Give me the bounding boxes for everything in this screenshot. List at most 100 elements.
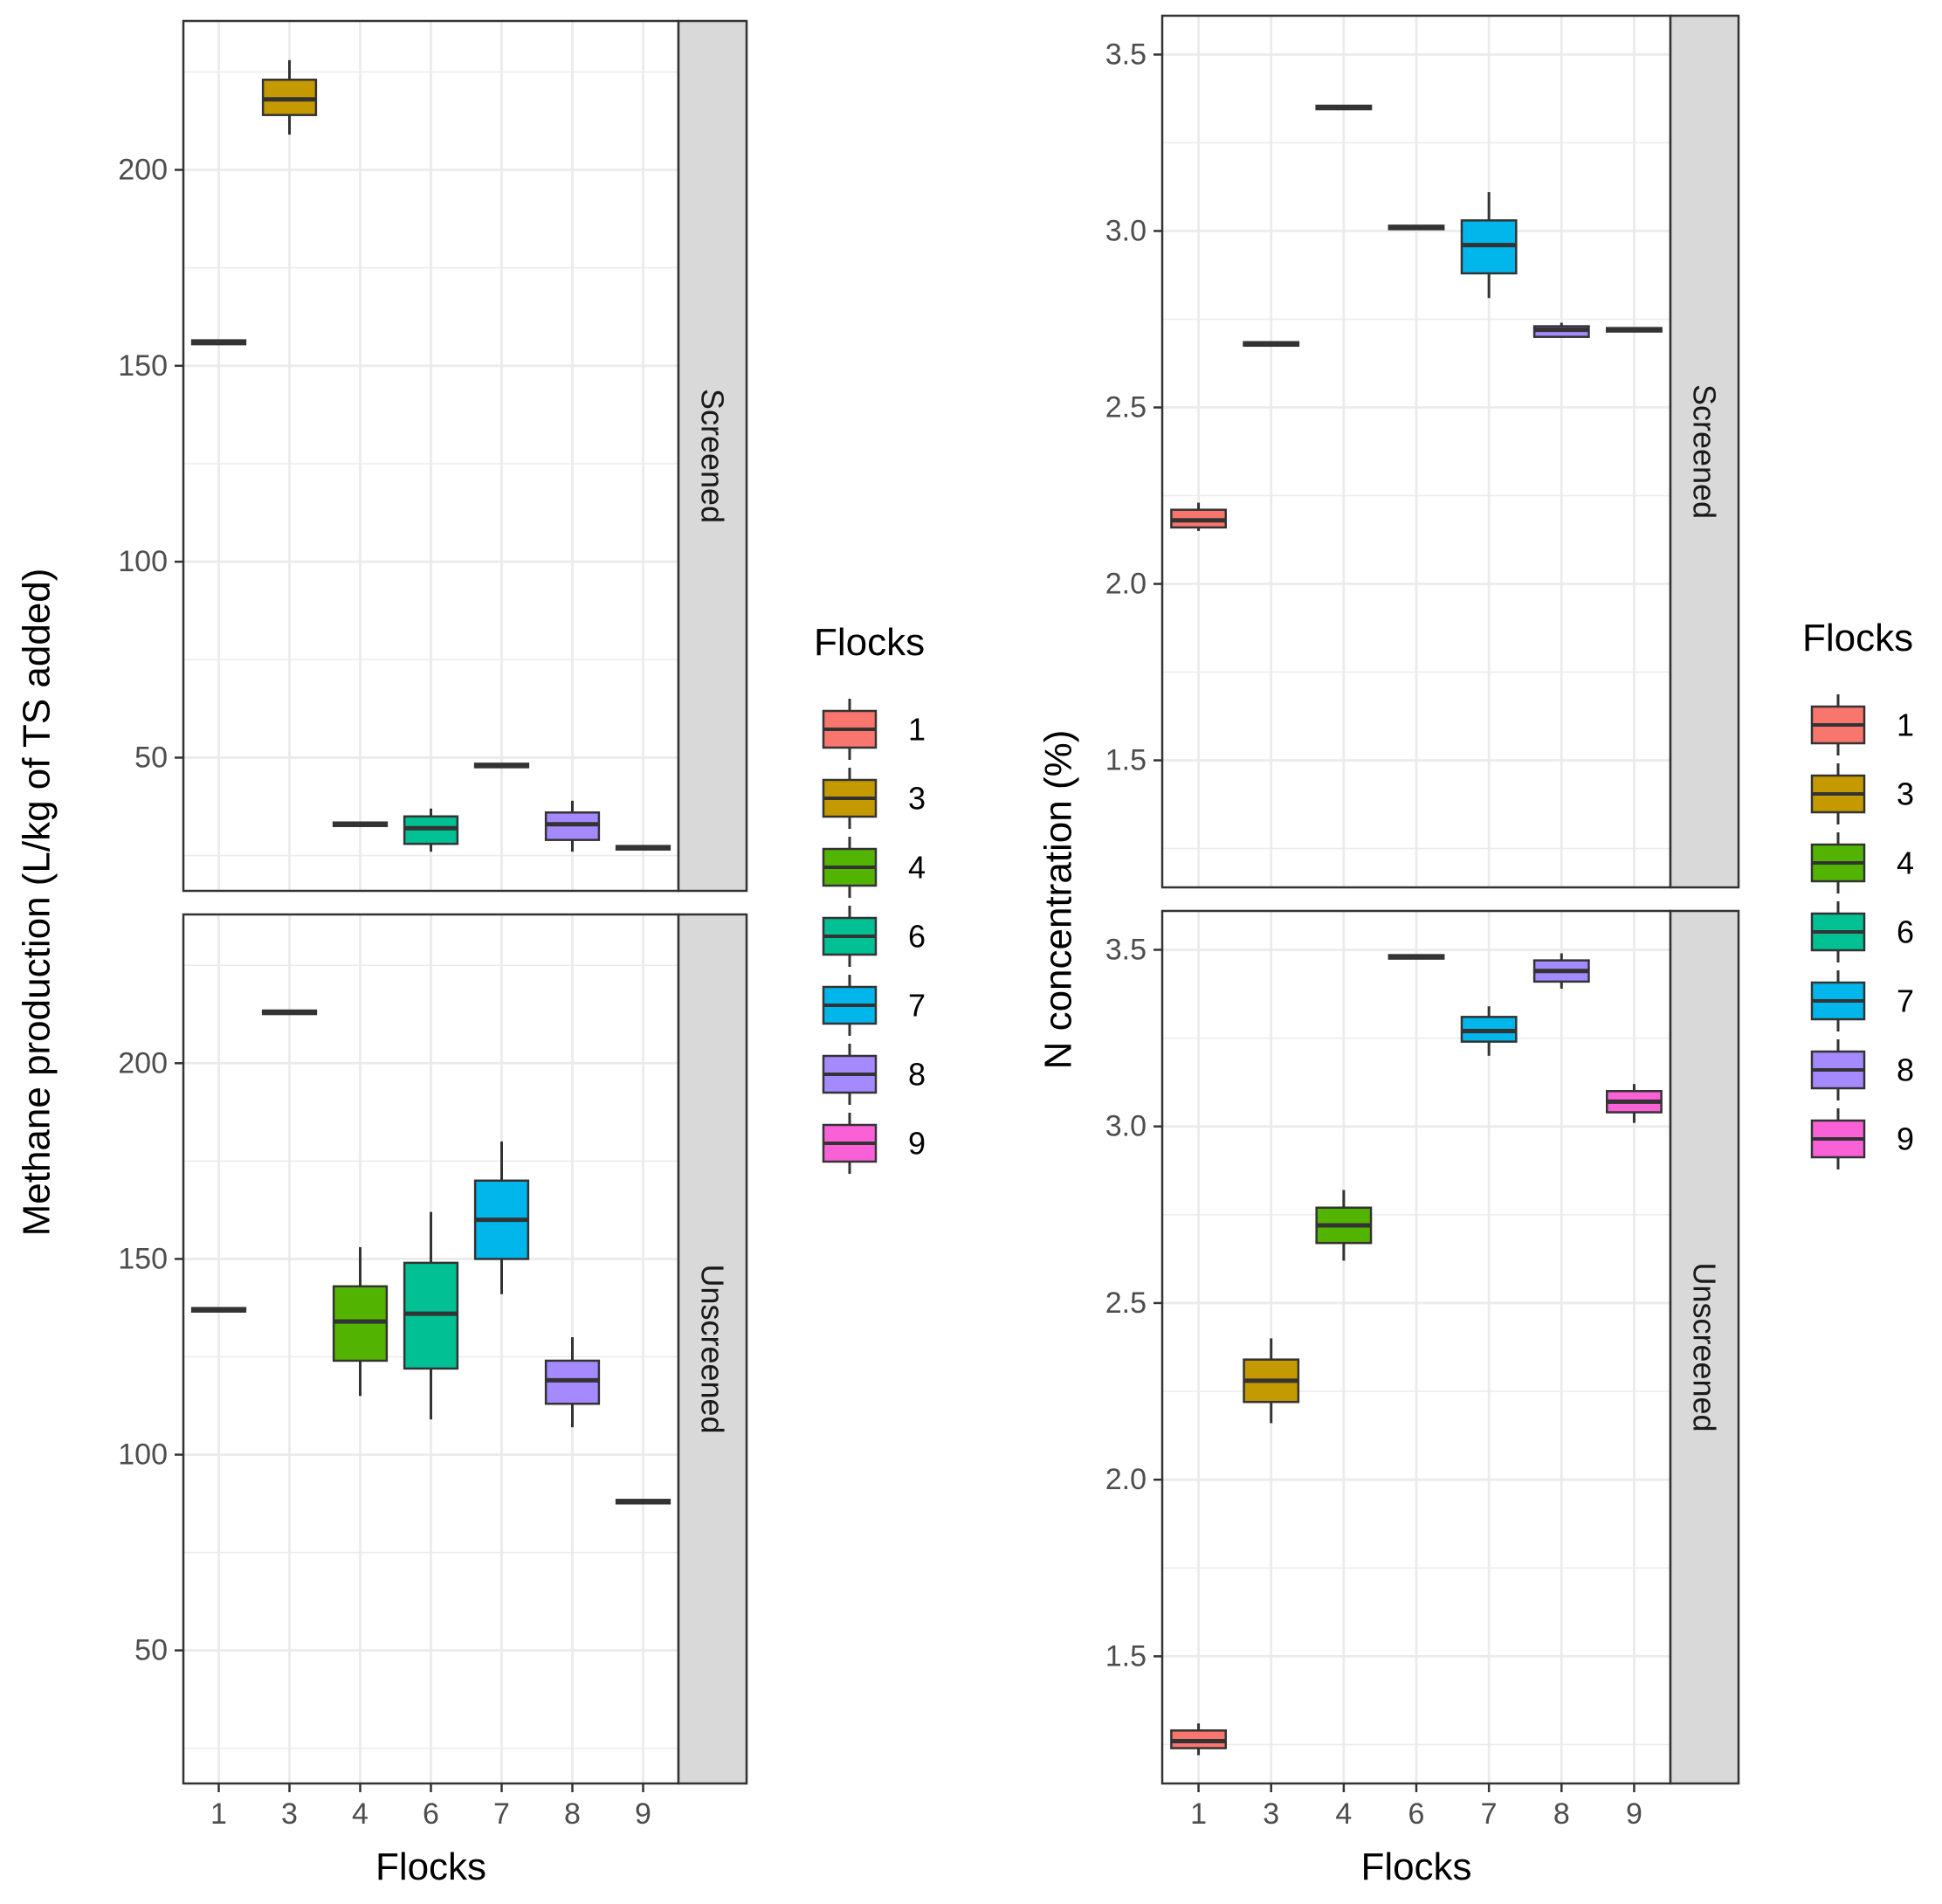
x-tick-label: 8 bbox=[1553, 1797, 1570, 1831]
box-flock-1 bbox=[1170, 502, 1227, 531]
panel-unscreened: Unscreened 50 100 150 200 1 3 4 6 7 8 9 Flocks bbox=[118, 913, 748, 1888]
legend-label: 6 bbox=[908, 919, 926, 955]
y-tick-label: 2.0 bbox=[1105, 1463, 1147, 1496]
x-tick-label: 3 bbox=[281, 1797, 298, 1831]
legend-label: 7 bbox=[1897, 983, 1914, 1019]
box-flock-6 bbox=[403, 1211, 459, 1420]
x-tick-label: 7 bbox=[1481, 1797, 1498, 1831]
box-flock-1 bbox=[190, 1307, 247, 1313]
box-flock-8 bbox=[1532, 322, 1590, 338]
legend-label: 4 bbox=[908, 850, 926, 886]
y-tick-label: 50 bbox=[134, 741, 168, 774]
y-tick-label: 100 bbox=[118, 545, 168, 578]
box-flock-6 bbox=[1388, 224, 1445, 231]
box-flock-9 bbox=[1606, 327, 1663, 333]
legend-key-6: 6 bbox=[1810, 901, 1914, 962]
strip-label: Unscreened bbox=[695, 1264, 731, 1433]
box-flock-9 bbox=[615, 845, 671, 851]
x-tick-label: 6 bbox=[1408, 1797, 1425, 1831]
strip-box bbox=[677, 19, 748, 893]
legend-key-7: 7 bbox=[1810, 970, 1914, 1031]
y-axis-title: N concentration (%) bbox=[1037, 730, 1080, 1070]
x-tick-label: 4 bbox=[1335, 1797, 1352, 1831]
box-flock-8 bbox=[544, 1337, 601, 1428]
legend-label: 3 bbox=[908, 781, 926, 817]
x-axis-title: Flocks bbox=[1360, 1845, 1471, 1888]
x-tick-label: 4 bbox=[352, 1797, 368, 1831]
legend-key-7: 7 bbox=[822, 975, 926, 1036]
y-tick-label: 3.0 bbox=[1105, 214, 1147, 247]
strip-label: Screened bbox=[695, 389, 731, 523]
y-tick-label: 1.5 bbox=[1105, 1639, 1147, 1673]
y-tick-label: 50 bbox=[134, 1634, 168, 1667]
y-tick-label: 2.0 bbox=[1105, 568, 1147, 601]
legend-1: Flocks 1 3 4 6 7 8 9 bbox=[814, 621, 926, 1174]
legend-label: 9 bbox=[908, 1126, 926, 1162]
box-flock-9 bbox=[615, 1499, 671, 1505]
x-tick-label: 7 bbox=[493, 1797, 510, 1831]
y-tick-label: 3.0 bbox=[1105, 1110, 1147, 1143]
legend-label: 4 bbox=[1897, 845, 1914, 881]
y-tick-label: 200 bbox=[118, 153, 168, 186]
box-flock-7 bbox=[473, 762, 530, 769]
legend-label: 1 bbox=[1897, 707, 1914, 743]
legend-key-3: 3 bbox=[822, 768, 926, 829]
box-flock-7 bbox=[1460, 192, 1518, 299]
y-tick-label: 2.5 bbox=[1105, 1287, 1147, 1320]
box-flock-6 bbox=[403, 808, 459, 852]
legend-key-4: 4 bbox=[1810, 832, 1914, 893]
box-flock-3 bbox=[1243, 341, 1300, 348]
y-tick-label: 3.5 bbox=[1105, 38, 1147, 71]
box-flock-3 bbox=[261, 1009, 318, 1016]
x-tick-label: 9 bbox=[1626, 1797, 1642, 1831]
box-flock-8 bbox=[544, 800, 601, 852]
y-tick-label: 2.5 bbox=[1105, 390, 1147, 424]
legend-title: Flocks bbox=[814, 621, 925, 664]
legend-key-8: 8 bbox=[822, 1044, 926, 1105]
panel-unscreened: Unscreened 1.5 2.0 2.5 3.0 3.5 1 3 4 6 7 8 9 Flocks bbox=[1105, 909, 1740, 1888]
box-flock-3 bbox=[1243, 1338, 1300, 1424]
legend-key-1: 1 bbox=[1810, 694, 1914, 755]
x-tick-label: 9 bbox=[635, 1797, 651, 1831]
legend-label: 6 bbox=[1897, 914, 1914, 950]
legend-2: Flocks 1 3 4 6 7 8 9 bbox=[1802, 617, 1914, 1169]
x-tick-label: 3 bbox=[1263, 1797, 1279, 1831]
box-flock-1 bbox=[1170, 1723, 1227, 1756]
legend-title: Flocks bbox=[1802, 617, 1913, 659]
legend-label: 8 bbox=[908, 1057, 926, 1093]
legend-key-9: 9 bbox=[822, 1113, 926, 1174]
legend-key-9: 9 bbox=[1810, 1108, 1914, 1169]
box-flock-4 bbox=[332, 821, 389, 827]
x-tick-label: 6 bbox=[423, 1797, 439, 1831]
x-tick-label: 1 bbox=[1190, 1797, 1207, 1831]
legend-label: 8 bbox=[1897, 1052, 1914, 1088]
y-tick-label: 150 bbox=[118, 1242, 168, 1275]
legend-key-3: 3 bbox=[1810, 763, 1914, 824]
y-tick-label: 150 bbox=[118, 349, 168, 383]
box-flock-6 bbox=[1388, 954, 1445, 960]
legend-label: 9 bbox=[1897, 1121, 1914, 1157]
legend-key-6: 6 bbox=[822, 906, 926, 967]
strip-box bbox=[1669, 14, 1740, 889]
panel-screened: Screened 1.5 2.0 2.5 3.0 3.5 bbox=[1105, 14, 1740, 889]
y-tick-label: 100 bbox=[118, 1438, 168, 1472]
box-flock-4 bbox=[332, 1246, 389, 1397]
legend-key-1: 1 bbox=[822, 699, 926, 760]
y-tick-label: 3.5 bbox=[1105, 933, 1147, 966]
box-flock-7 bbox=[473, 1141, 530, 1294]
y-tick-label: 200 bbox=[118, 1046, 168, 1080]
panel-screened: Screened 50 100 150 200 bbox=[118, 19, 748, 893]
y-tick-label: 1.5 bbox=[1105, 744, 1147, 777]
strip-box bbox=[1669, 909, 1740, 1785]
chart-1: Screened 50 100 150 200 Unscreened 50 100 150 200… bbox=[16, 19, 926, 1888]
x-tick-label: 1 bbox=[210, 1797, 227, 1831]
legend-label: 1 bbox=[908, 712, 926, 748]
box-flock-9 bbox=[1606, 1084, 1663, 1123]
legend-key-8: 8 bbox=[1810, 1039, 1914, 1100]
box-flock-8 bbox=[1532, 953, 1590, 989]
box-flock-4 bbox=[1315, 1190, 1373, 1261]
x-tick-label: 8 bbox=[564, 1797, 581, 1831]
x-axis-title: Flocks bbox=[375, 1845, 486, 1888]
